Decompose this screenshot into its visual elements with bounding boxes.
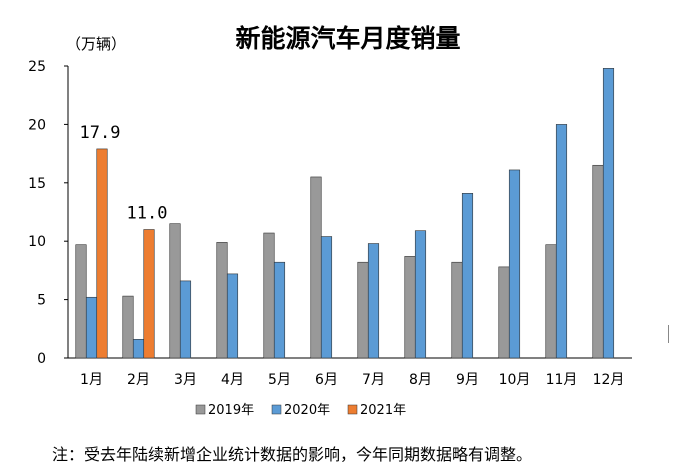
bar-2020年-9月 [461,193,474,359]
legend-swatch [195,404,206,415]
x-tick-label: 9月 [456,372,479,388]
bar-2020年-6月 [320,236,333,359]
bar-2019年-1月 [75,244,87,359]
x-tick-label: 1月 [80,372,103,388]
y-tick-label: 25 [28,59,46,75]
bar-2019年-3月 [169,223,181,359]
y-tick-label: 0 [37,351,46,367]
x-category-group: 1月 2月 3月 4月 5月 6月 7月 8月 9月 10月 11月 12月 [80,372,624,388]
bar-2019年-5月 [263,232,275,359]
bar-2019年-4月 [216,242,228,359]
bar-2019年-11月 [545,244,557,359]
bar-2019年-6月 [310,176,322,359]
legend-label: 2019年 [208,403,254,418]
data-label: 17.9 [80,123,121,143]
bar-2020年-11月 [555,124,568,359]
bar-2019年-7月 [357,261,369,359]
bar-2020年-2月 [132,339,145,359]
data-label-group: 17.9 11.0 [80,123,168,224]
bar-2019年-12月 [592,164,604,359]
chart-title: 新能源汽车月度销量 [235,24,460,53]
bar-2020年-7月 [367,243,380,359]
legend: 2019年 2020年 2021年 [195,403,406,418]
bar-2021年-2月 [143,229,155,359]
x-tick-label: 12月 [593,372,625,388]
bar-2020年-12月 [602,68,615,359]
legend-label: 2020年 [284,403,330,418]
bar-2020年-5月 [273,261,286,359]
bar-2021年-1月 [96,148,108,359]
edge-mark [668,325,669,343]
legend-swatch [271,404,282,415]
bar-2020年-1月 [85,296,98,359]
y-tick-label: 20 [28,117,46,133]
data-label: 11.0 [127,204,168,224]
y-tick-label: 5 [37,293,46,309]
x-tick-label: 4月 [221,372,244,388]
x-tick-label: 11月 [546,372,578,388]
x-tick-label: 3月 [174,372,197,388]
bar-2020年-3月 [179,280,192,359]
x-tick-label: 6月 [315,372,338,388]
footnote: 注：受去年陆续新增企业统计数据的影响，今年同期数据略有调整。 [52,445,533,464]
bar-2020年-10月 [508,169,521,359]
bar-group [75,68,615,359]
legend-label: 2021年 [360,403,406,418]
x-tick-label: 2月 [127,372,150,388]
y-tick-label: 10 [28,234,46,250]
y-tick-label: 15 [28,176,46,192]
x-tick-label: 7月 [362,372,385,388]
x-tick-label: 10月 [499,372,531,388]
y-tick-group: 0 5 10 15 20 25 [28,59,68,367]
bar-2020年-8月 [414,230,427,359]
bar-2020年-4月 [226,273,239,359]
bar-2019年-9月 [451,261,463,359]
bar-2019年-8月 [404,256,416,359]
x-tick-label: 8月 [409,372,432,388]
y-axis-unit-label: （万辆） [66,35,126,53]
bar-2019年-10月 [498,266,510,359]
x-tick-label: 5月 [268,372,291,388]
bar-2019年-2月 [122,295,134,359]
legend-swatch [347,404,358,415]
